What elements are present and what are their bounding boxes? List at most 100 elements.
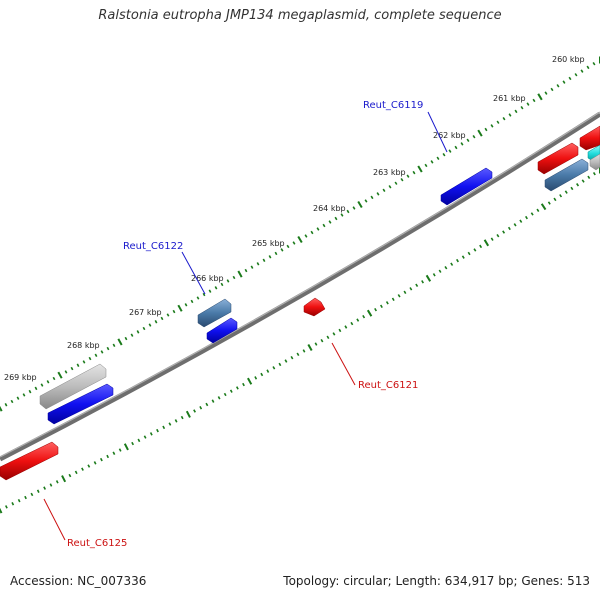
lower-tick-row [0, 166, 600, 514]
lower-tick [193, 409, 196, 413]
lower-tick [93, 461, 97, 465]
tick-label-260: 260 kbp [552, 55, 585, 64]
tick-label-261: 261 kbp [493, 94, 526, 103]
gene-arrow-c6119[interactable] [440, 167, 493, 206]
upper-tick [532, 98, 536, 103]
lower-tick [302, 349, 306, 353]
accession-text: Accession: NC_007336 [10, 574, 147, 588]
lower-tick [278, 362, 282, 367]
lower-tick [513, 223, 517, 227]
upper-tick [436, 156, 440, 161]
lower-tick [380, 304, 383, 308]
lower-tick [356, 318, 360, 322]
upper-tick [274, 251, 278, 256]
gene-label-c6121[interactable]: Reut_C6121 [358, 380, 418, 391]
lower-tick [366, 309, 373, 317]
upper-tick [406, 174, 410, 178]
upper-tick [316, 227, 320, 231]
tick-label-264: 264 kbp [313, 204, 346, 213]
upper-tick [580, 69, 584, 73]
lower-tick [496, 233, 500, 238]
sequence-summary: Topology: circular; Length: 634,917 bp; … [283, 574, 590, 588]
backbone-strand [0, 111, 600, 462]
tick-label-265: 265 kbp [252, 239, 285, 248]
lower-tick [106, 454, 110, 459]
lower-tick [290, 356, 294, 360]
gene-arrow-red-corner[interactable] [579, 125, 600, 151]
gene-arrow-c6121[interactable] [303, 297, 326, 317]
lower-tick [421, 280, 424, 284]
upper-tick [160, 316, 164, 321]
upper-tick [352, 206, 356, 210]
lower-tick [432, 273, 436, 277]
lower-tick [438, 269, 442, 273]
upper-tick [544, 91, 548, 95]
lower-tick [162, 425, 166, 430]
lower-tick [247, 377, 253, 385]
lower-tick [553, 197, 557, 202]
upper-tick [237, 270, 243, 278]
upper-tick [556, 84, 560, 88]
upper-tick [430, 160, 434, 164]
upper-tick [232, 275, 236, 280]
callout-line-c6125 [43, 498, 66, 541]
upper-tick [334, 216, 338, 221]
lower-tick [519, 219, 523, 223]
lower-tick [536, 208, 540, 213]
upper-tick [142, 326, 146, 331]
lower-tick [307, 344, 313, 351]
lower-tick [587, 175, 591, 180]
upper-tick [286, 244, 290, 249]
lower-tick [284, 359, 288, 363]
backbone-highlight [0, 111, 600, 458]
upper-tick [364, 199, 368, 203]
upper-tick [400, 177, 404, 182]
upper-tick [10, 399, 14, 404]
gene-arrow-gray-right[interactable] [589, 153, 600, 171]
lower-tick [137, 438, 141, 443]
upper-tick [76, 363, 80, 367]
lower-tick [81, 467, 84, 471]
gene-arrow-c6125[interactable] [0, 441, 59, 481]
lower-tick [483, 239, 490, 247]
lower-tick [362, 315, 366, 319]
lower-tick [254, 376, 258, 380]
tick-label-267: 267 kbp [129, 308, 162, 317]
gene-arrow-blue-left[interactable] [47, 383, 114, 425]
gene-arrow-red-top-right[interactable] [537, 142, 579, 175]
lower-tick [320, 339, 324, 343]
upper-tick-row [0, 56, 600, 412]
gene-label-c6122[interactable]: Reut_C6122 [123, 241, 183, 252]
gene-arrow-c6122[interactable] [197, 298, 232, 328]
lower-tick [425, 274, 432, 282]
lower-tick [409, 287, 413, 291]
lower-tick [403, 290, 407, 294]
upper-tick [514, 109, 518, 114]
lower-tick [502, 230, 506, 234]
lower-tick [143, 435, 147, 439]
lower-tick [473, 248, 477, 252]
upper-tick [154, 320, 158, 324]
lower-tick [17, 498, 21, 503]
upper-tick [537, 93, 543, 101]
gene-label-c6125[interactable]: Reut_C6125 [67, 538, 127, 549]
gene-label-c6119[interactable]: Reut_C6119 [363, 100, 423, 111]
lower-tick [242, 382, 245, 387]
upper-tick [340, 213, 344, 217]
tick-label-263: 263 kbp [373, 168, 406, 177]
lower-tick [131, 441, 135, 446]
upper-tick [322, 223, 326, 228]
upper-tick [64, 370, 68, 374]
upper-tick [256, 262, 260, 266]
upper-tick [388, 185, 392, 189]
lower-tick [415, 283, 419, 288]
lower-tick [444, 265, 448, 270]
upper-tick [214, 286, 218, 290]
upper-tick [424, 163, 428, 168]
gene-arrow-gray-left[interactable] [39, 363, 107, 410]
lower-tick [592, 171, 596, 176]
upper-tick [70, 366, 74, 371]
gene-arrow-steel-right[interactable] [544, 158, 589, 192]
lower-tick [156, 428, 159, 433]
gene-arrow-blue-mid[interactable] [206, 317, 238, 344]
